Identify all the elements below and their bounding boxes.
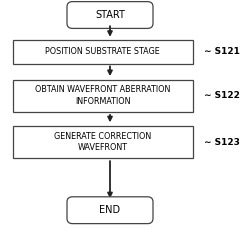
Text: POSITION SUBSTRATE STAGE: POSITION SUBSTRATE STAGE xyxy=(45,48,160,56)
Text: ∼ S123: ∼ S123 xyxy=(204,138,240,146)
FancyBboxPatch shape xyxy=(12,40,192,64)
FancyBboxPatch shape xyxy=(67,2,153,28)
Text: END: END xyxy=(100,205,120,215)
Text: ∼ S122: ∼ S122 xyxy=(204,91,240,100)
Text: START: START xyxy=(95,10,125,20)
FancyBboxPatch shape xyxy=(67,197,153,224)
Text: GENERATE CORRECTION
WAVEFRONT: GENERATE CORRECTION WAVEFRONT xyxy=(54,132,151,152)
Text: ∼ S121: ∼ S121 xyxy=(204,48,240,56)
Text: OBTAIN WAVEFRONT ABERRATION
INFORMATION: OBTAIN WAVEFRONT ABERRATION INFORMATION xyxy=(35,85,170,106)
FancyBboxPatch shape xyxy=(12,126,192,158)
FancyBboxPatch shape xyxy=(12,80,192,112)
